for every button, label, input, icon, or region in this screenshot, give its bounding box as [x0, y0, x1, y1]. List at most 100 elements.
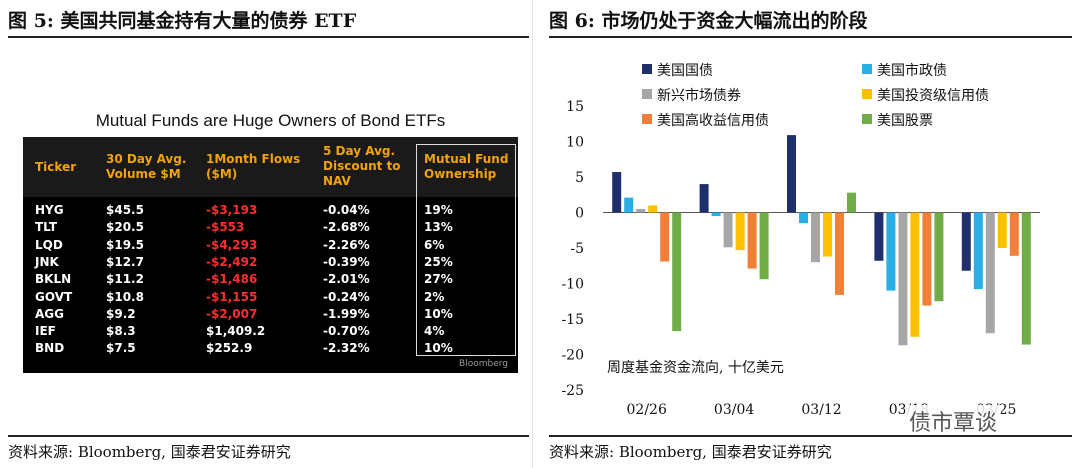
- cell-ownership: 6%: [424, 237, 445, 252]
- table-heading: Mutual Funds are Huge Owners of Bond ETF…: [95, 111, 446, 130]
- cell-ownership: 2%: [424, 289, 445, 304]
- source-left: 资料来源: Bloomberg, 国泰君安证券研究: [8, 443, 291, 461]
- x-tick-label: 03/04: [714, 402, 754, 418]
- bar: [1009, 212, 1019, 256]
- bar: [997, 212, 1007, 248]
- figure5-title: 图 5: 美国共同基金持有大量的债券 ETF: [8, 10, 357, 32]
- legend-swatch: [862, 114, 872, 124]
- y-tick-label: 5: [575, 170, 584, 186]
- source-rule-right: [549, 435, 1072, 437]
- bar: [961, 212, 971, 271]
- y-tick-label: 0: [575, 206, 584, 222]
- bar: [735, 212, 745, 251]
- cell-discount: -2.68%: [323, 220, 370, 235]
- bar: [835, 212, 844, 295]
- bloomberg-logo: Bloomberg: [459, 359, 508, 369]
- cell-discount: -0.70%: [323, 324, 370, 339]
- bar: [612, 172, 622, 213]
- fund-flow-chart: 151050-5-10-15-20-2502/2603/0403/1203/18…: [561, 99, 1040, 418]
- cell-ticker: IEF: [35, 324, 56, 339]
- cell-ticker: GOVT: [35, 289, 73, 304]
- bar: [624, 197, 634, 213]
- title-rule-right: [549, 36, 1072, 38]
- cell-discount: -0.24%: [323, 289, 370, 304]
- cell-ownership: 10%: [424, 341, 453, 356]
- cell-flows: -$553: [206, 220, 245, 235]
- legend-swatch: [642, 114, 652, 124]
- y-tick-label: 10: [566, 135, 584, 151]
- bar: [934, 212, 944, 302]
- source-rule-left: [8, 435, 529, 437]
- cell-ticker: TLT: [35, 220, 58, 235]
- cell-volume: $12.7: [106, 254, 144, 269]
- legend-swatch: [642, 64, 652, 74]
- cell-discount: -2.32%: [323, 341, 370, 356]
- cell-volume: $8.3: [106, 324, 136, 339]
- header-discount: 5 Day Avg. Discount to NAV: [323, 144, 401, 188]
- cell-flows: -$4,293: [206, 237, 258, 252]
- cell-ticker: BND: [35, 341, 65, 356]
- bar: [723, 212, 733, 248]
- cell-discount: -2.01%: [323, 272, 370, 287]
- legend-label: 美国股票: [877, 113, 933, 129]
- cell-flows: -$2,007: [206, 306, 258, 321]
- cell-ticker: LQD: [35, 237, 63, 252]
- bar: [636, 208, 646, 213]
- cell-flows: -$1,155: [206, 289, 258, 304]
- legend-label: 美国国债: [657, 63, 713, 79]
- watermark: 债市覃谈: [905, 405, 1002, 437]
- cell-flows: -$2,492: [206, 254, 258, 269]
- cell-discount: -0.04%: [323, 203, 370, 217]
- header-ticker: Ticker: [35, 160, 77, 174]
- cell-volume: $11.2: [106, 272, 144, 287]
- cell-discount: -2.26%: [323, 237, 370, 252]
- header-ownership: Mutual Fund Ownership: [424, 152, 509, 181]
- bar: [672, 212, 682, 332]
- bar: [973, 212, 983, 290]
- bar: [1021, 212, 1031, 345]
- y-tick-label: -10: [561, 277, 584, 293]
- cell-discount: -0.39%: [323, 254, 370, 269]
- cell-discount: -1.99%: [323, 306, 370, 321]
- panel-separator: [532, 0, 533, 468]
- bar: [711, 212, 721, 217]
- cell-ticker: BKLN: [35, 272, 72, 287]
- x-tick-label: 02/26: [627, 402, 667, 418]
- legend-label: 新兴市场债券: [657, 88, 741, 104]
- bar: [648, 205, 658, 213]
- cell-volume: $45.5: [106, 203, 144, 217]
- cell-ticker: AGG: [35, 306, 64, 321]
- legend-swatch: [862, 89, 872, 99]
- x-tick-label: 03/12: [801, 402, 841, 418]
- bar: [759, 212, 769, 280]
- bar: [922, 212, 932, 306]
- bar: [985, 212, 995, 334]
- title-rule-left: [8, 36, 529, 38]
- bar: [823, 212, 832, 257]
- cell-volume: $7.5: [106, 341, 136, 356]
- cell-flows: -$3,193: [206, 203, 258, 217]
- chart-annotation: 周度基金资金流向, 十亿美元: [607, 359, 784, 376]
- cell-ownership: 13%: [424, 220, 453, 235]
- cell-ownership: 10%: [424, 306, 453, 321]
- bar: [886, 212, 896, 291]
- bar: [910, 212, 920, 337]
- bloomberg-table: Ticker 30 Day Avg. Volume $M 1Month Flow…: [23, 137, 518, 373]
- header-volume: 30 Day Avg. Volume $M: [106, 152, 187, 181]
- legend-swatch: [862, 64, 872, 74]
- cell-ownership: 19%: [424, 203, 453, 217]
- bar: [787, 135, 796, 213]
- y-tick-label: 15: [566, 99, 584, 115]
- bar: [874, 212, 884, 261]
- cell-volume: $20.5: [106, 220, 144, 235]
- bar: [799, 212, 808, 224]
- bar: [660, 212, 670, 262]
- cell-ownership: 25%: [424, 254, 453, 269]
- cell-ticker: JNK: [35, 254, 59, 269]
- y-tick-label: -20: [561, 348, 584, 364]
- bar: [811, 212, 820, 263]
- legend-label: 美国投资级信用债: [877, 88, 989, 104]
- cell-ticker: HYG: [35, 203, 64, 217]
- cell-flows: -$1,486: [206, 272, 258, 287]
- cell-volume: $9.2: [106, 306, 136, 321]
